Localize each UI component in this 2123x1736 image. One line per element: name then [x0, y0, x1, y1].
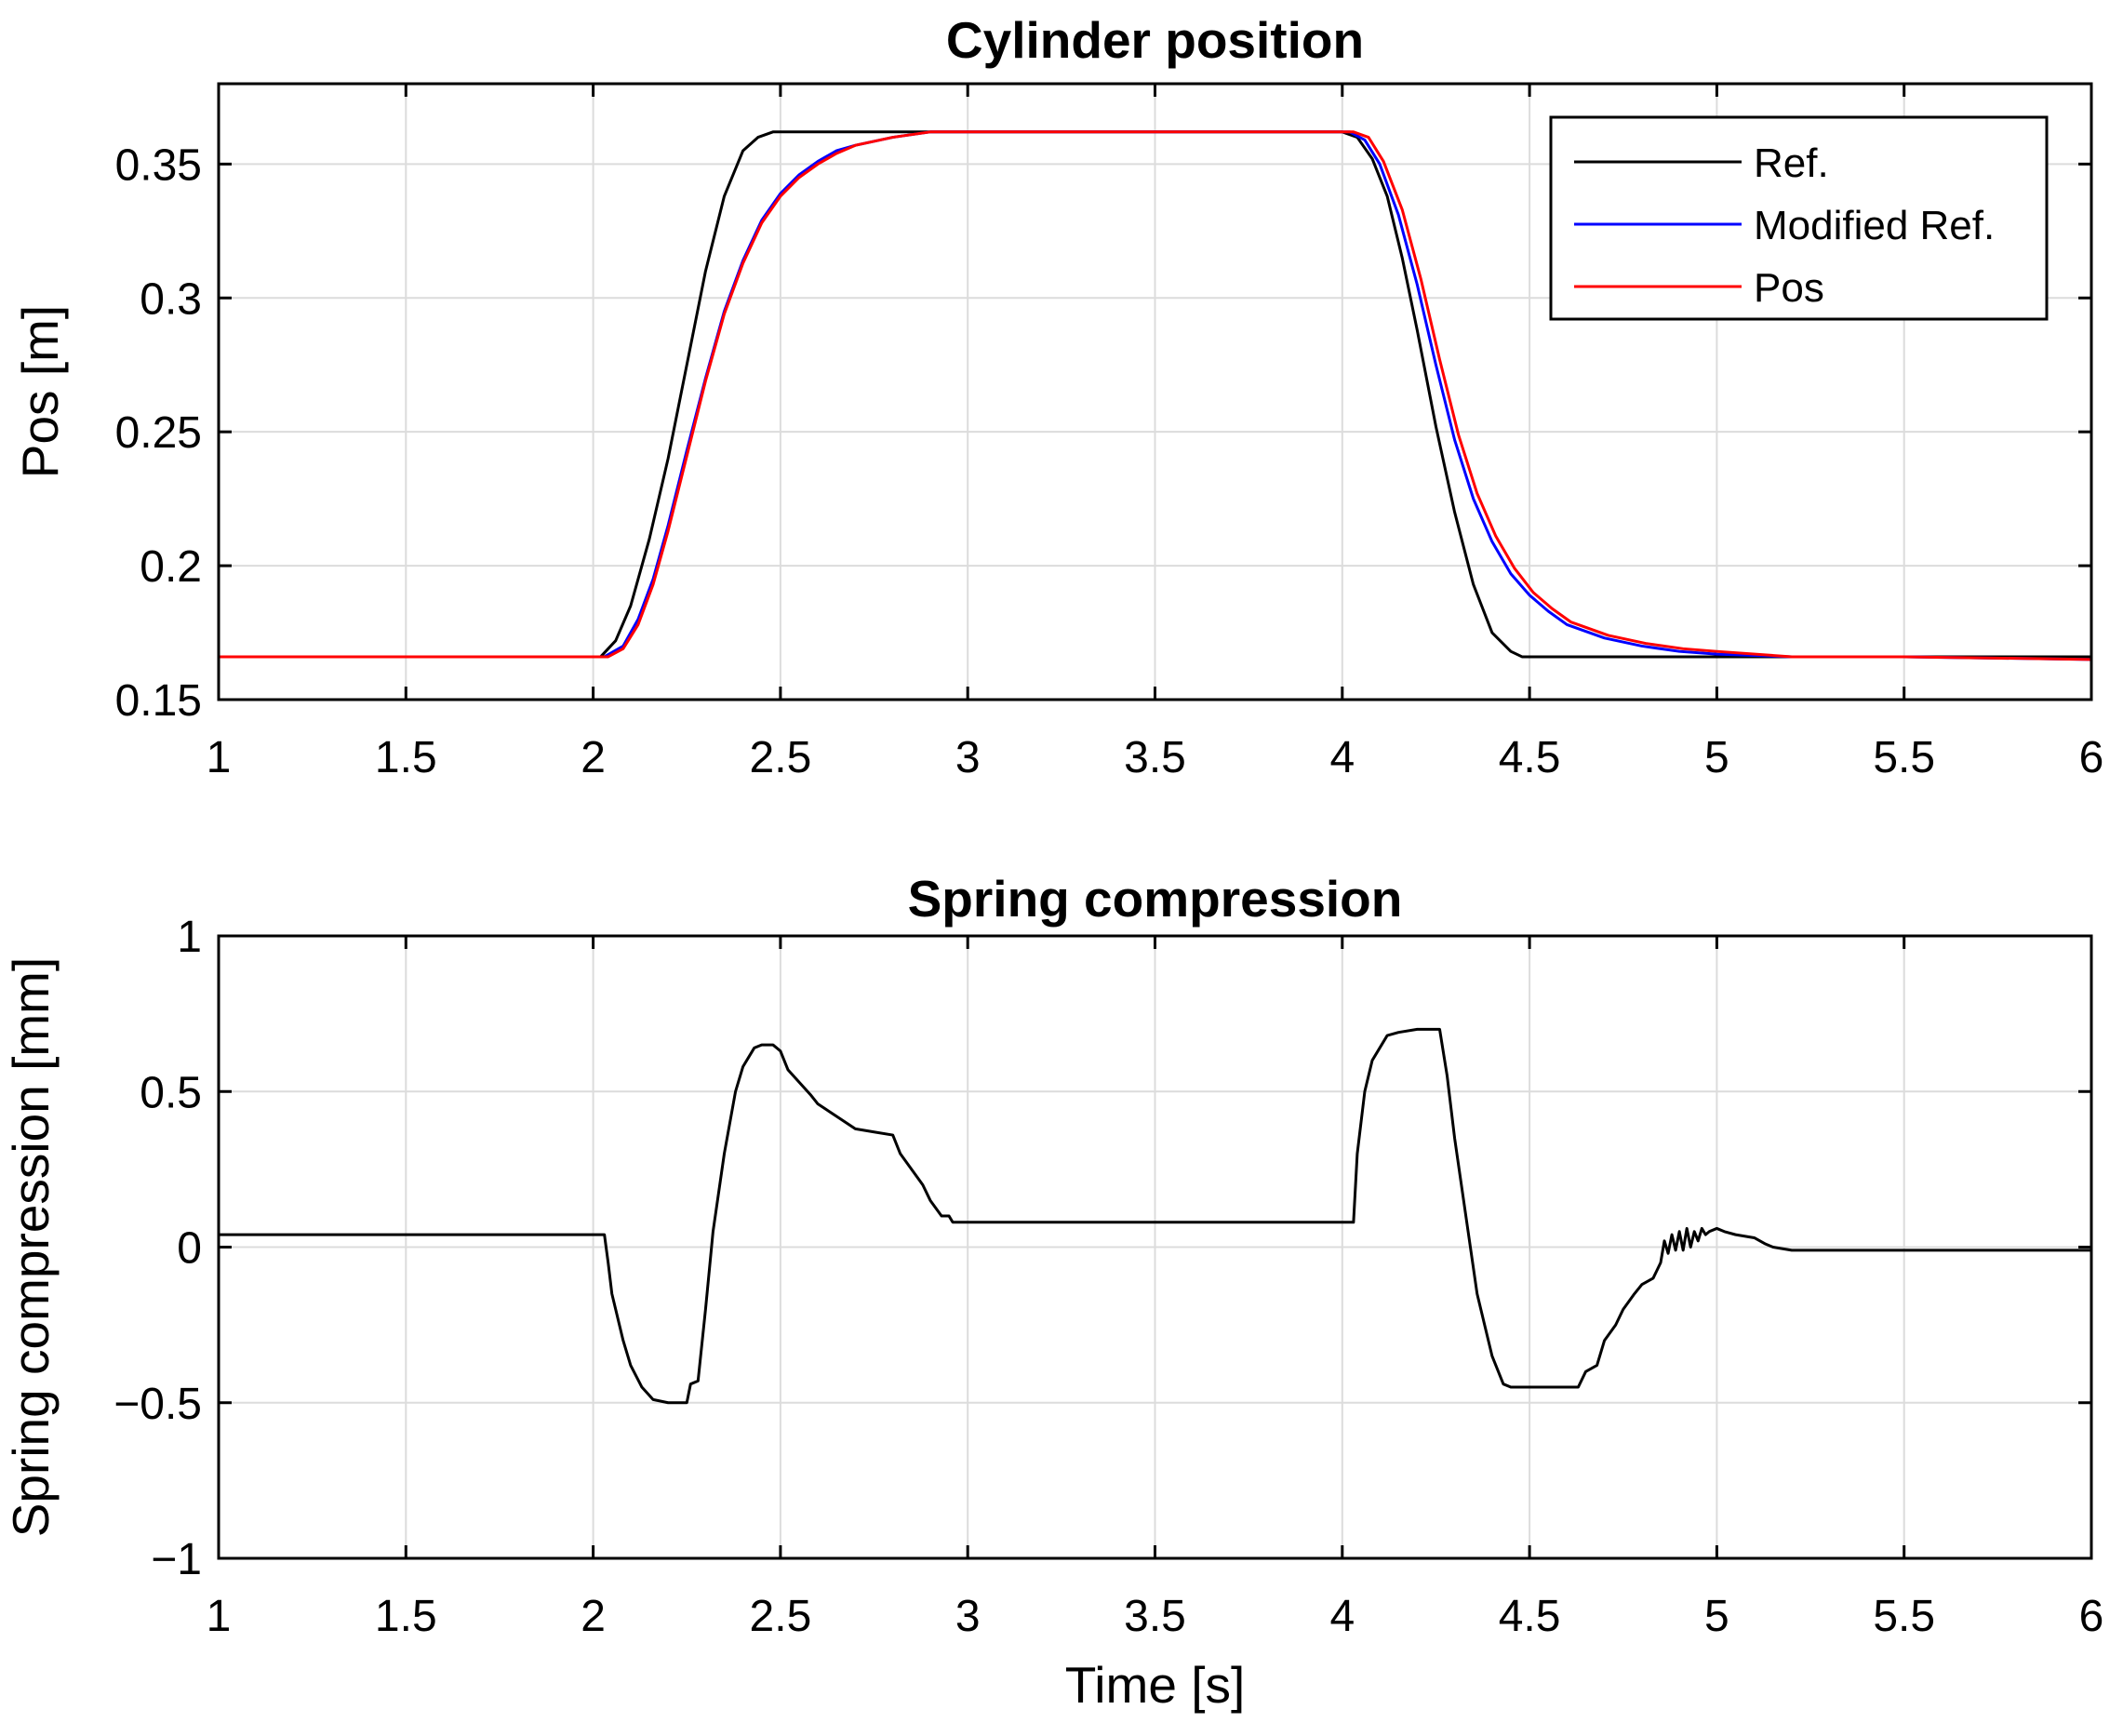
x-tick-label: 5.5	[1873, 733, 1935, 782]
y-tick-label: 0	[177, 1224, 202, 1274]
x-tick-label: 4.5	[1499, 1592, 1561, 1641]
legend: Ref. Modified Ref. Pos	[1549, 115, 2049, 321]
spring-compression-chart: 1 1.5 2 2.5 3 3.5 4 4.5 5 5.5 6 −1 −0.5 0 0.5 1 Spring c…	[2, 870, 2103, 1714]
y-tick-label: 0.35	[115, 140, 202, 190]
x-tick-label: 5.5	[1873, 1592, 1935, 1641]
x-tick-label: 6	[2079, 1592, 2104, 1641]
x-tick-label: 1.5	[375, 733, 437, 782]
legend-label: Modified Ref.	[1754, 203, 1995, 248]
chart-title: Spring compression	[908, 870, 1403, 928]
series-group	[219, 1027, 2091, 1405]
x-tick-label: 3	[955, 1592, 981, 1641]
x-tick-label: 3.5	[1124, 733, 1186, 782]
x-tick-label: 3.5	[1124, 1592, 1186, 1641]
x-tick-label: 5	[1704, 733, 1729, 782]
y-tick-label: 0.3	[140, 274, 202, 324]
x-tick-label: 2.5	[750, 1592, 812, 1641]
y-tick-label: 0.15	[115, 676, 202, 726]
y-axis-label: Pos [m]	[11, 305, 69, 478]
y-axis-label: Spring compression [mm]	[2, 957, 60, 1538]
x-tick-label: 4	[1329, 733, 1355, 782]
y-tick-label: 1	[177, 913, 202, 962]
series-line-spring-compression	[219, 1027, 2091, 1405]
y-tick-label: −1	[151, 1535, 202, 1584]
x-tick-label: 6	[2079, 733, 2104, 782]
cylinder-position-chart: 1 1.5 2 2.5 3 3.5 4 4.5 5 5.5 6 0.15 0.2 0.25 0.3 0.35 C…	[11, 11, 2103, 782]
legend-label: Ref.	[1754, 140, 1829, 186]
x-tick-label: 4	[1329, 1592, 1355, 1641]
y-tick-label: 0.25	[115, 408, 202, 458]
y-tick-label: 0.2	[140, 542, 202, 592]
legend-label: Pos	[1754, 265, 1824, 311]
x-tick-label: 1	[207, 1592, 232, 1641]
x-tick-label: 5	[1704, 1592, 1729, 1641]
x-tick-label: 2.5	[750, 733, 812, 782]
x-tick-label: 3	[955, 733, 981, 782]
series-group	[219, 130, 2091, 661]
y-tick-label: −0.5	[113, 1380, 202, 1429]
x-tick-label: 2	[581, 1592, 606, 1641]
x-axis-label: Time [s]	[1065, 1656, 1246, 1714]
x-tick-label: 1	[207, 733, 232, 782]
series-line-pos	[219, 130, 2091, 661]
x-tick-label: 1.5	[375, 1592, 437, 1641]
chart-title: Cylinder position	[946, 11, 1364, 69]
y-tick-label: 0.5	[140, 1068, 202, 1117]
x-tick-label: 2	[581, 733, 606, 782]
x-tick-label: 4.5	[1499, 733, 1561, 782]
